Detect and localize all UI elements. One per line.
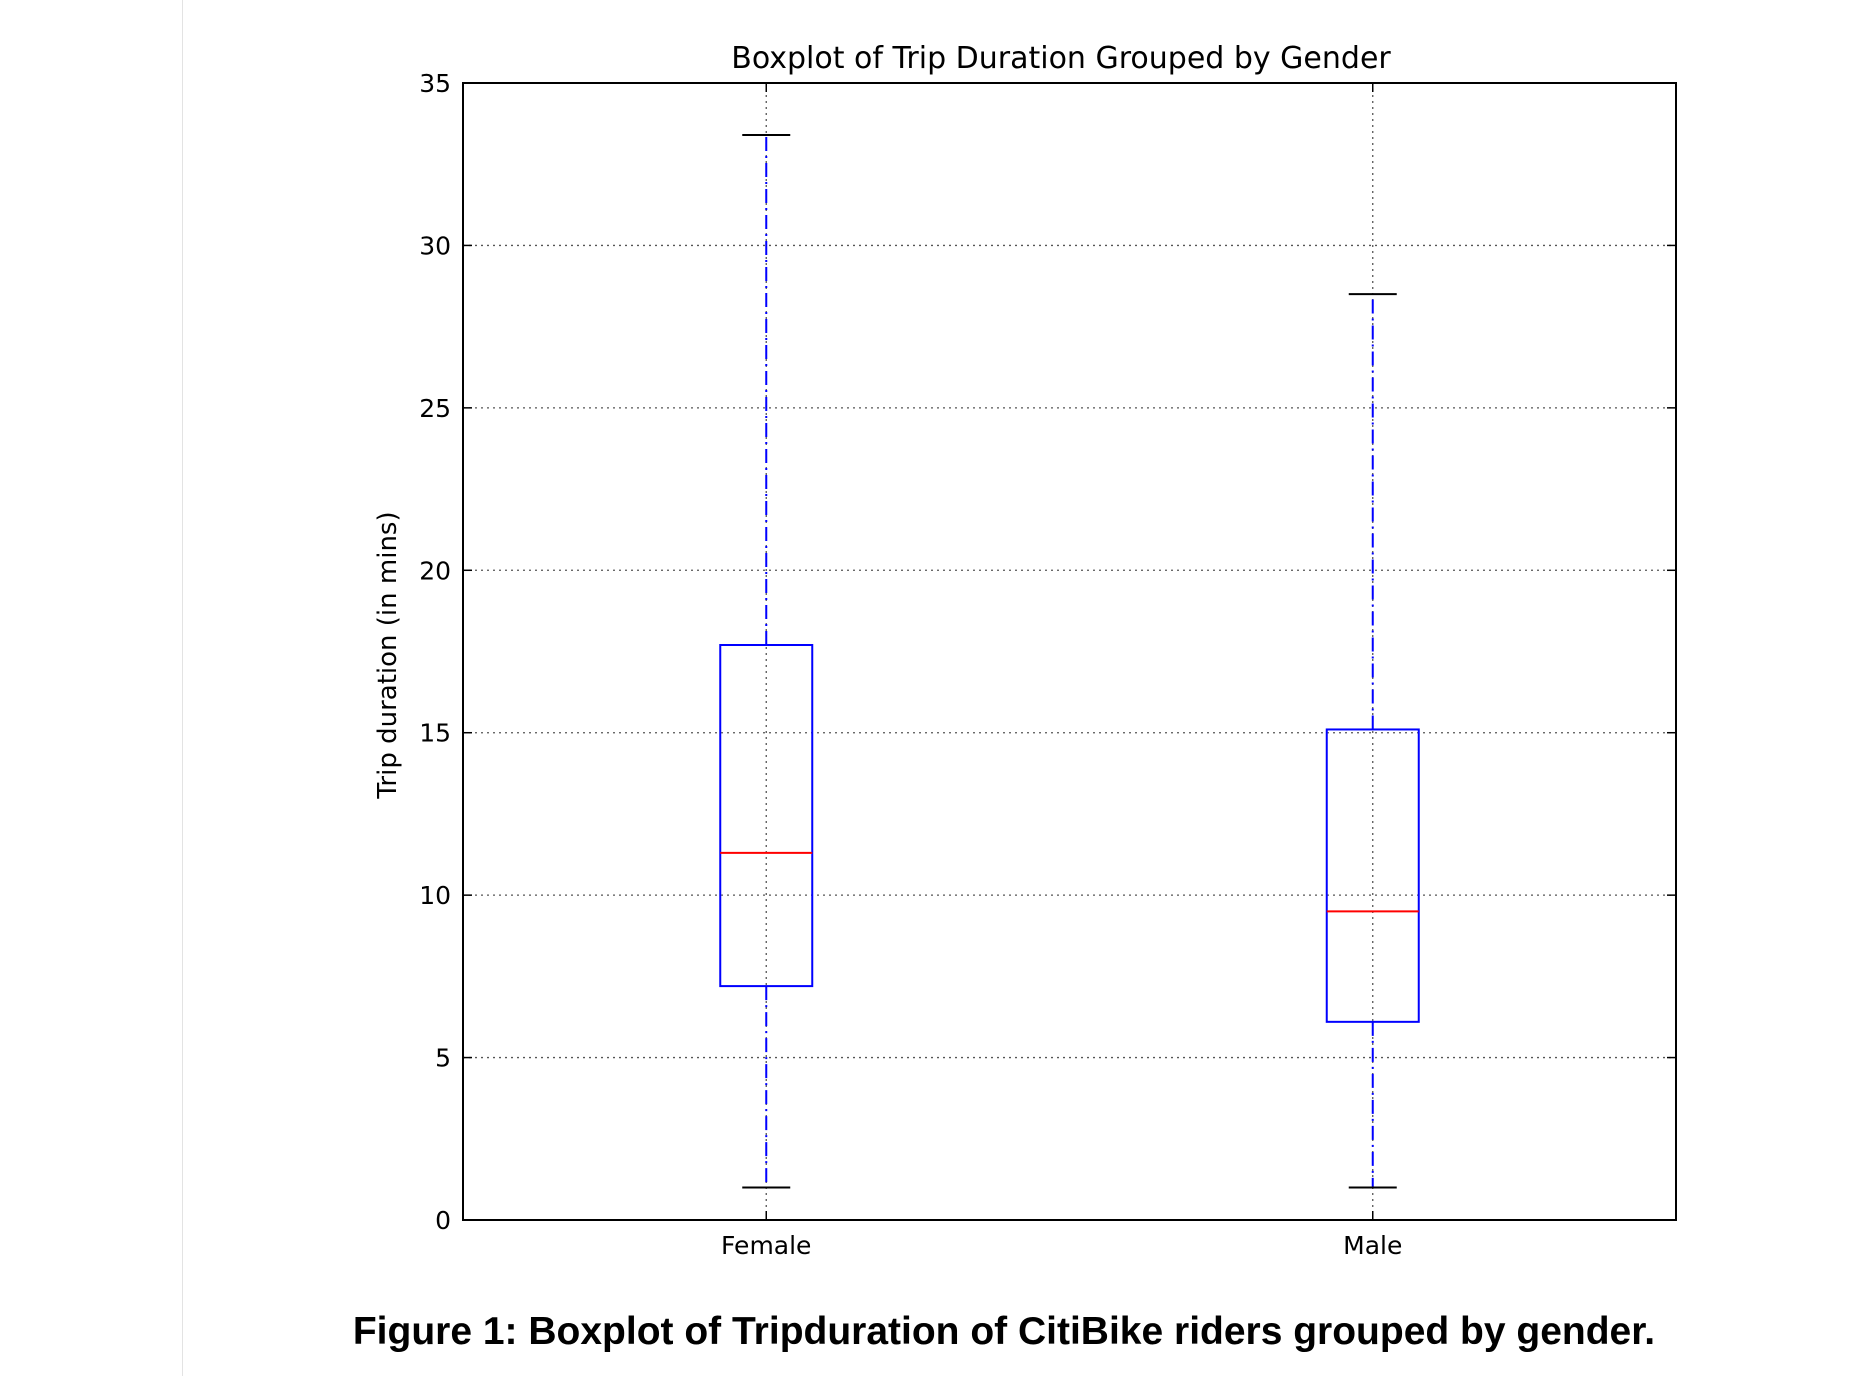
box-male xyxy=(1325,293,1420,1189)
y-tick-label: 35 xyxy=(419,69,451,98)
figure-caption: Figure 1: Boxplot of Tripduration of Cit… xyxy=(352,1310,1656,1353)
y-tick-label: 15 xyxy=(419,719,451,748)
x-tick-label: Female xyxy=(721,1231,811,1260)
chart-title: Boxplot of Trip Duration Grouped by Gend… xyxy=(731,41,1391,76)
plot-area-frame xyxy=(462,82,1677,1221)
y-axis-label: Trip duration (in mins) xyxy=(373,511,403,799)
box-female xyxy=(719,133,814,1189)
iqr-box xyxy=(1325,728,1420,1023)
boxplot-chart: Boxplot of Trip Duration Grouped by Gend… xyxy=(373,41,1677,1260)
iqr-box xyxy=(719,644,814,988)
y-tick-label: 20 xyxy=(419,556,451,585)
y-tick-label: 25 xyxy=(419,394,451,423)
axis-ticks: 0 5 10 15 20 25 30 35 Female Male xyxy=(419,69,1676,1260)
y-tick-label: 30 xyxy=(419,231,451,260)
box-series xyxy=(719,133,1420,1189)
grid-lines xyxy=(463,83,1676,1220)
y-tick-label: 5 xyxy=(435,1044,451,1073)
y-tick-label: 0 xyxy=(435,1206,451,1235)
x-tick-label: Male xyxy=(1343,1231,1402,1260)
page-left-rule xyxy=(182,0,183,1376)
y-tick-label: 10 xyxy=(419,881,451,910)
